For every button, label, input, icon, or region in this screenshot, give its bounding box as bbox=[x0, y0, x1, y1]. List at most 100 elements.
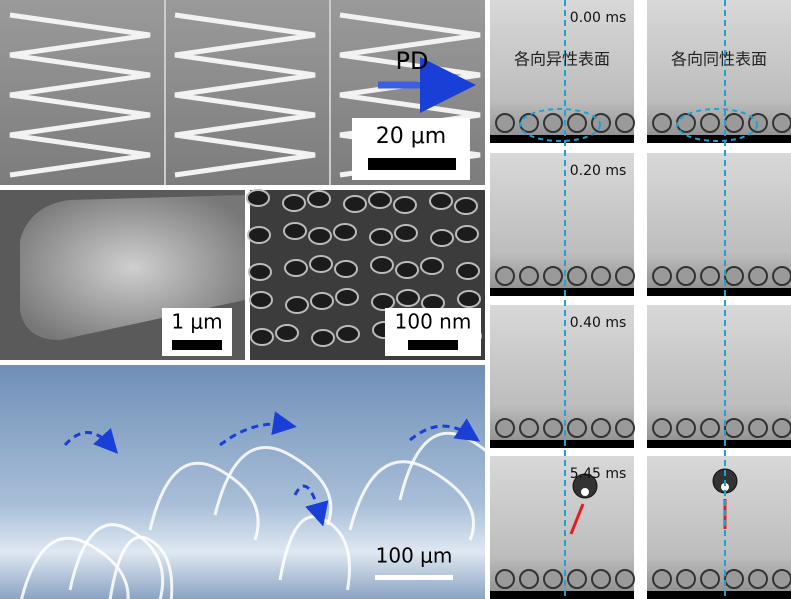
bubble bbox=[677, 114, 695, 132]
bubble bbox=[773, 419, 791, 437]
time-label: 0.20 ms bbox=[570, 163, 627, 179]
pore bbox=[248, 227, 270, 243]
bubble bbox=[773, 114, 791, 132]
scale-bar bbox=[605, 146, 629, 150]
bubble bbox=[701, 419, 719, 437]
scale-bar bbox=[368, 158, 456, 170]
bubble bbox=[568, 114, 586, 132]
scale-label: 100 nm bbox=[395, 310, 472, 334]
bubble bbox=[677, 267, 695, 285]
substrate bbox=[490, 288, 634, 296]
bubble bbox=[725, 114, 743, 132]
bubble bbox=[616, 419, 634, 437]
pore bbox=[430, 193, 452, 209]
bubble bbox=[749, 267, 767, 285]
bubble bbox=[592, 419, 610, 437]
pore bbox=[336, 289, 358, 305]
pore bbox=[396, 262, 418, 278]
substrate bbox=[647, 591, 791, 599]
bubble bbox=[544, 114, 562, 132]
bubble bbox=[749, 419, 767, 437]
bubble bbox=[520, 419, 538, 437]
bubble bbox=[653, 267, 671, 285]
bubble bbox=[749, 570, 767, 588]
pore bbox=[457, 263, 479, 279]
pore bbox=[308, 191, 330, 207]
bubble bbox=[544, 267, 562, 285]
pd-label: PD bbox=[396, 47, 429, 75]
bubble bbox=[725, 267, 743, 285]
bubble bbox=[616, 267, 634, 285]
bubble bbox=[725, 419, 743, 437]
scale-bar bbox=[408, 340, 458, 350]
pore bbox=[370, 229, 392, 245]
bubble bbox=[653, 114, 671, 132]
pore bbox=[311, 293, 333, 309]
bubble bbox=[520, 114, 538, 132]
bubble bbox=[701, 570, 719, 588]
sem-top-panel: PD 20 μm bbox=[0, 0, 485, 185]
droplet-glint bbox=[581, 488, 589, 496]
bubble bbox=[677, 419, 695, 437]
pore bbox=[309, 228, 331, 244]
pore bbox=[372, 294, 394, 310]
bubble bbox=[701, 267, 719, 285]
bubble bbox=[725, 570, 743, 588]
pore bbox=[283, 195, 305, 211]
bubble bbox=[568, 267, 586, 285]
droplet-panel: 各向异性表面各向同性表面0.00 ms0.20 ms0.40 ms5.45 ms bbox=[490, 0, 791, 599]
time-label: 5.45 ms bbox=[570, 466, 627, 482]
bubble bbox=[677, 570, 695, 588]
scale-bar bbox=[375, 575, 453, 580]
pore bbox=[369, 192, 391, 208]
pore bbox=[371, 257, 393, 273]
bubble bbox=[520, 267, 538, 285]
substrate bbox=[647, 288, 791, 296]
bubble bbox=[592, 570, 610, 588]
pore bbox=[395, 225, 417, 241]
bubble bbox=[496, 114, 514, 132]
pore bbox=[397, 290, 419, 306]
substrate bbox=[647, 135, 791, 143]
bubble bbox=[568, 419, 586, 437]
bubble bbox=[616, 570, 634, 588]
bubble bbox=[496, 570, 514, 588]
pore bbox=[455, 198, 477, 214]
pore bbox=[334, 224, 356, 240]
bubble bbox=[544, 570, 562, 588]
scale-label: 1 μm bbox=[171, 310, 222, 334]
substrate bbox=[490, 591, 634, 599]
pore bbox=[337, 326, 359, 342]
pore bbox=[247, 190, 269, 206]
pore bbox=[312, 330, 334, 346]
pore bbox=[458, 291, 480, 307]
pore bbox=[335, 261, 357, 277]
scale-label: 20 μm bbox=[376, 124, 446, 149]
scale-bar bbox=[762, 146, 786, 150]
scale-bar bbox=[172, 340, 222, 350]
bubble bbox=[496, 419, 514, 437]
scale-label: 100 μm bbox=[376, 544, 453, 568]
bubble bbox=[544, 419, 562, 437]
substrate bbox=[490, 440, 634, 448]
pore bbox=[286, 297, 308, 313]
pore bbox=[285, 260, 307, 276]
time-label: 0.00 ms bbox=[570, 10, 627, 26]
column-title: 各向同性表面 bbox=[671, 50, 767, 69]
pore bbox=[251, 329, 273, 345]
optical-panel: 100 μm bbox=[0, 365, 508, 599]
bubble bbox=[773, 570, 791, 588]
time-label: 0.40 ms bbox=[570, 315, 627, 331]
pore bbox=[249, 264, 271, 280]
pore bbox=[344, 196, 366, 212]
substrate bbox=[490, 135, 634, 143]
figure: PD20 μm 1 μm100 nm 100 μm 各向异性表面各向同性表面0.… bbox=[0, 0, 791, 599]
bubble bbox=[653, 570, 671, 588]
bubble bbox=[701, 114, 719, 132]
bubble bbox=[616, 114, 634, 132]
bubble bbox=[496, 267, 514, 285]
pore bbox=[421, 258, 443, 274]
sem-middle-panel: 1 μm 100 nm bbox=[0, 190, 485, 360]
bubble bbox=[773, 267, 791, 285]
bubble bbox=[520, 570, 538, 588]
